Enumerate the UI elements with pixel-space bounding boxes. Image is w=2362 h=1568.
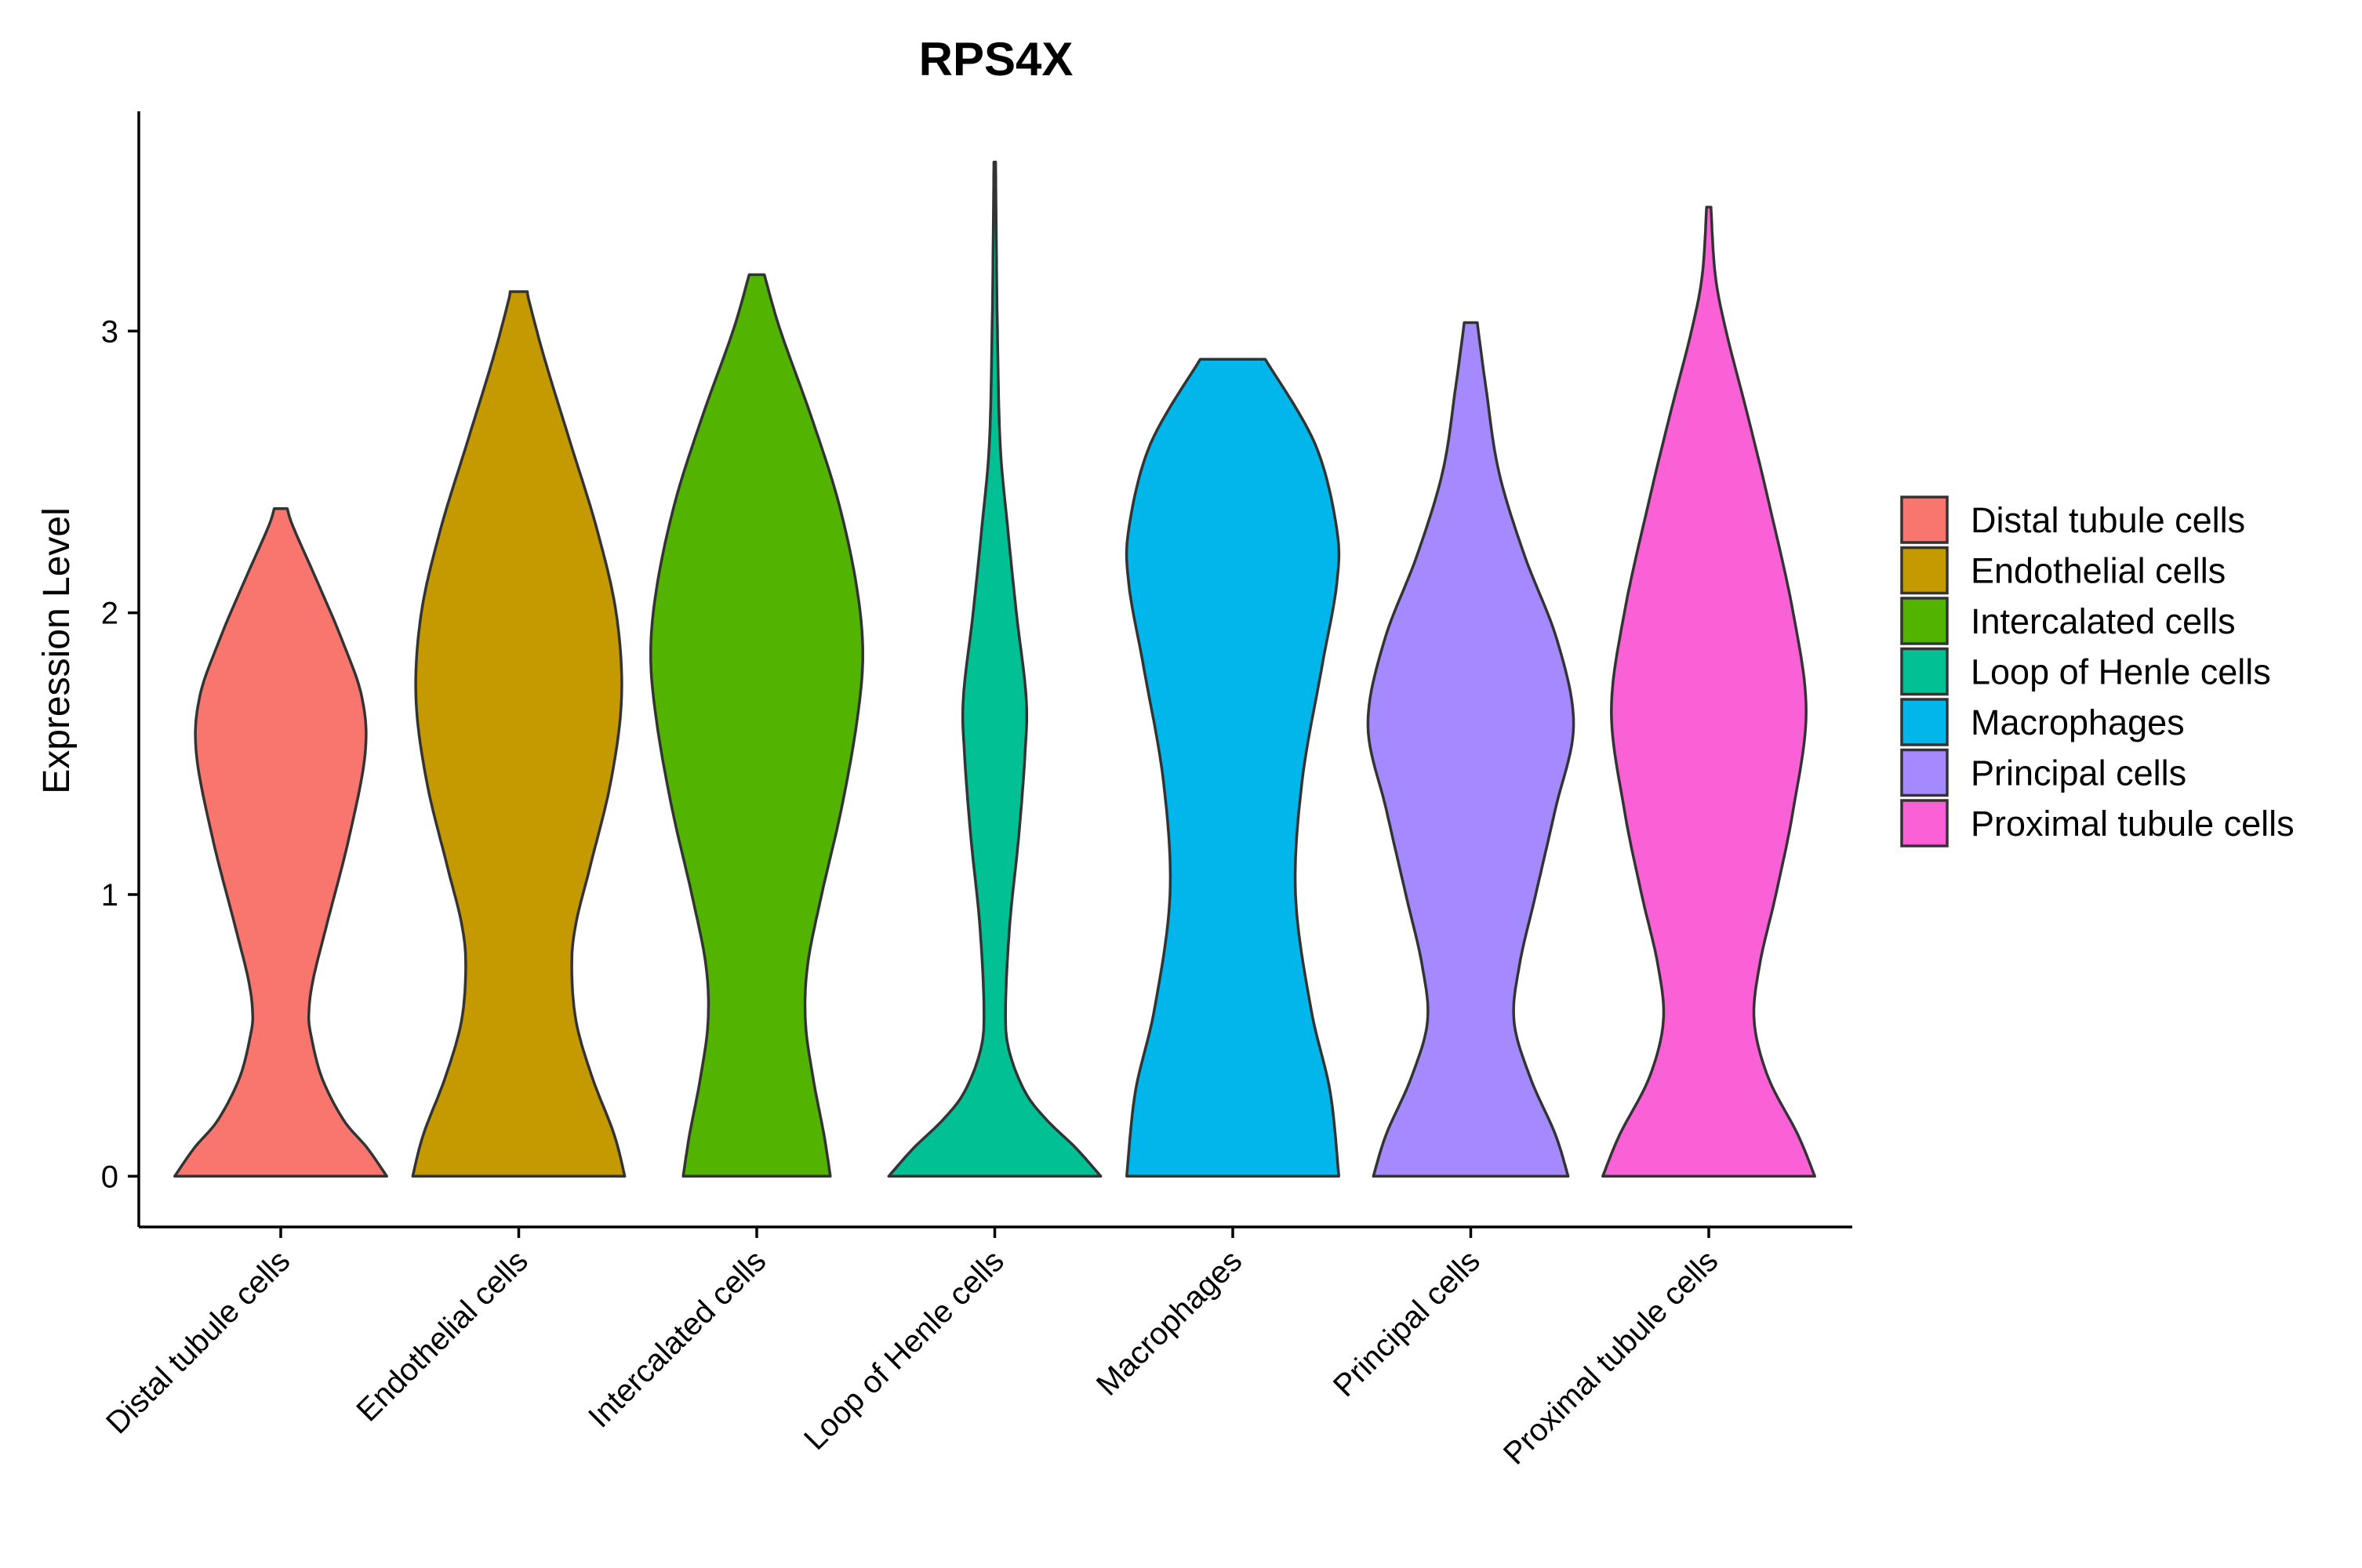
legend-label-distal-tubule-cells: Distal tubule cells	[1971, 500, 2245, 540]
legend-key-loop-of-henle-cells	[1900, 647, 1949, 696]
x-ticks: Distal tubule cells Endothelial cells Inte…	[100, 1227, 1724, 1472]
legend-key-proximal-tubule-cells	[1900, 799, 1949, 848]
x-tick-label-distal-tubule-cells: Distal tubule cells	[100, 1243, 296, 1440]
legend-label-intercalated-cells: Intercalated cells	[1971, 601, 2236, 641]
x-tick-label-intercalated-cells: Intercalated cells	[582, 1243, 772, 1434]
y-axis-title: Expression Level	[36, 507, 78, 794]
legend-key-intercalated-cells	[1900, 597, 1949, 645]
legend-label-principal-cells: Principal cells	[1971, 753, 2186, 793]
violin-macrophages	[1125, 358, 1341, 1178]
y-tick-label: 2	[101, 597, 118, 631]
violin-proximal-tubule-cells	[1601, 205, 1816, 1178]
chart-title: RPS4X	[919, 33, 1074, 85]
x-tick-label-endothelial-cells: Endothelial cells	[350, 1243, 535, 1428]
y-tick-label: 3	[101, 314, 118, 349]
legend-label-macrophages: Macrophages	[1971, 702, 2185, 742]
legend-label-loop-of-henle-cells: Loop of Henle cells	[1971, 652, 2271, 692]
legend: Distal tubule cells Endothelial cells Inte…	[1900, 495, 2295, 848]
legend-label-proximal-tubule-cells: Proximal tubule cells	[1971, 804, 2295, 844]
y-tick-label: 0	[101, 1160, 118, 1194]
legend-key-distal-tubule-cells	[1900, 495, 1949, 544]
violin-intercalated-cells	[649, 273, 864, 1178]
legend-key-principal-cells	[1900, 748, 1949, 797]
x-tick-label-proximal-tubule-cells: Proximal tubule cells	[1497, 1243, 1724, 1471]
y-ticks: 0 1 2 3	[101, 314, 139, 1194]
violins	[173, 160, 1816, 1178]
violin-distal-tubule-cells	[173, 506, 388, 1178]
x-tick-label-macrophages: Macrophages	[1090, 1243, 1248, 1402]
x-tick-label-principal-cells: Principal cells	[1327, 1243, 1487, 1403]
legend-label-endothelial-cells: Endothelial cells	[1971, 551, 2226, 591]
violin-principal-cells	[1366, 321, 1575, 1178]
y-tick-label: 1	[101, 878, 118, 913]
legend-key-macrophages	[1900, 698, 1949, 746]
violin-endothelial-cells	[411, 290, 627, 1178]
legend-key-endothelial-cells	[1900, 546, 1949, 595]
x-tick-label-loop-of-henle-cells: Loop of Henle cells	[798, 1243, 1011, 1457]
violin-loop-of-henle-cells	[887, 160, 1103, 1178]
